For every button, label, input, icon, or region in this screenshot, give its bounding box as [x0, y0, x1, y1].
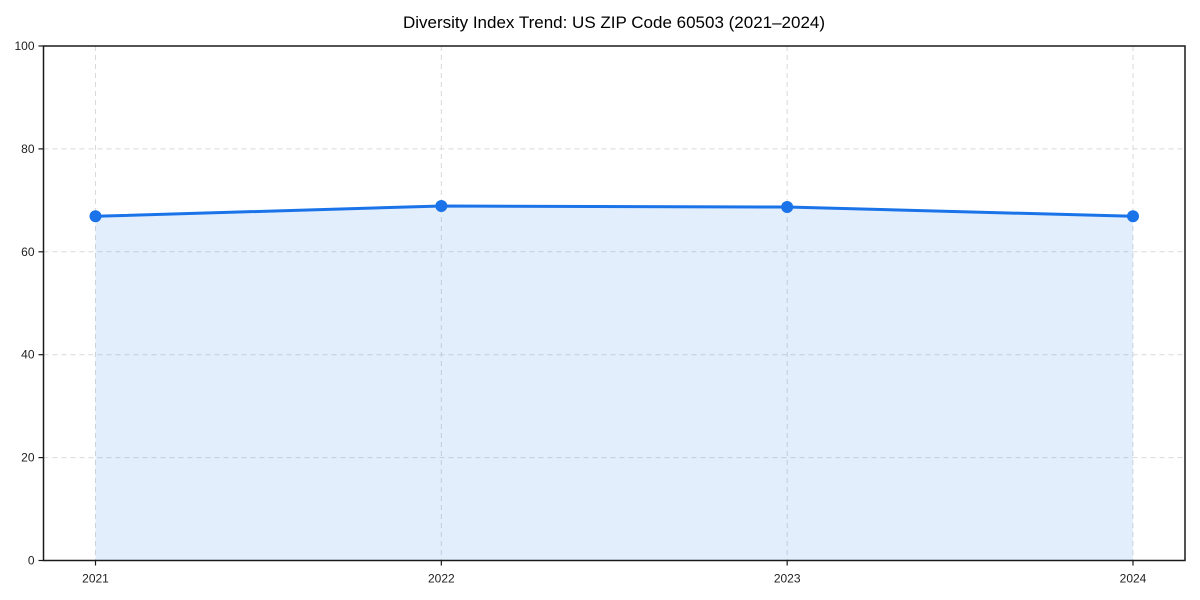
plot-border [42, 45, 1186, 562]
y-tick-label: 20 [21, 451, 35, 465]
x-tick-label: 2021 [82, 572, 109, 586]
area-fill [95, 206, 1133, 561]
x-tick-label: 2022 [428, 572, 455, 586]
data-point-marker [1127, 210, 1139, 223]
data-point-marker [435, 200, 448, 213]
x-tick-label: 2024 [1120, 572, 1147, 586]
data-point-marker [89, 210, 102, 223]
trend-line [94, 204, 1135, 218]
y-tick-label: 0 [28, 554, 35, 568]
data-point-marker [781, 201, 794, 214]
x-tick-label: 2023 [774, 572, 801, 586]
y-tick-label: 60 [21, 245, 35, 259]
chart-title: Diversity Index Trend: US ZIP Code 60503… [402, 13, 826, 32]
y-tick-label: 80 [21, 142, 35, 156]
y-tick-label: 40 [21, 348, 35, 362]
y-tick-label: 100 [14, 39, 34, 53]
